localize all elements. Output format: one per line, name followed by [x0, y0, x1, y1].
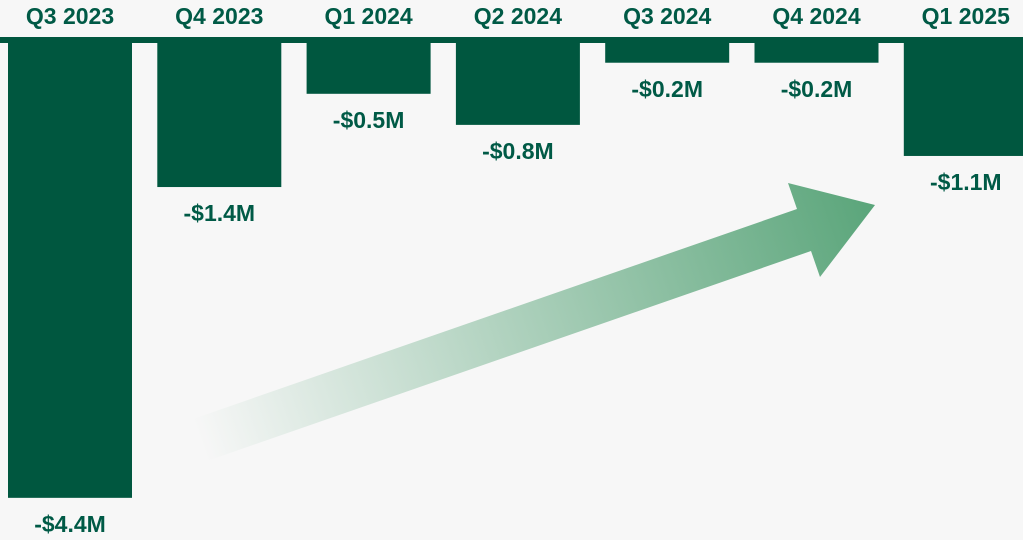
value-label: -$1.4M	[184, 200, 256, 226]
x-tick-label: Q4 2023	[175, 3, 263, 29]
bar	[306, 42, 431, 94]
bar	[605, 42, 730, 63]
bar	[455, 42, 580, 125]
value-label: -$0.2M	[781, 76, 853, 102]
x-tick-label: Q3 2024	[623, 3, 711, 29]
x-tick-label: Q2 2024	[474, 3, 562, 29]
baseline	[0, 37, 1023, 43]
bar	[157, 42, 282, 188]
bar	[903, 42, 1023, 156]
value-label: -$0.2M	[631, 76, 703, 102]
value-label: -$0.8M	[482, 138, 554, 164]
value-label: -$4.4M	[34, 511, 106, 537]
x-tick-label: Q3 2023	[26, 3, 114, 29]
x-tick-label: Q1 2025	[922, 3, 1010, 29]
value-label: -$1.1M	[930, 169, 1002, 195]
x-tick-label: Q4 2024	[772, 3, 860, 29]
bar	[8, 42, 132, 498]
bar	[754, 42, 879, 63]
x-tick-label: Q1 2024	[324, 3, 412, 29]
value-label: -$0.5M	[333, 107, 405, 133]
trend-arrow	[193, 183, 875, 461]
